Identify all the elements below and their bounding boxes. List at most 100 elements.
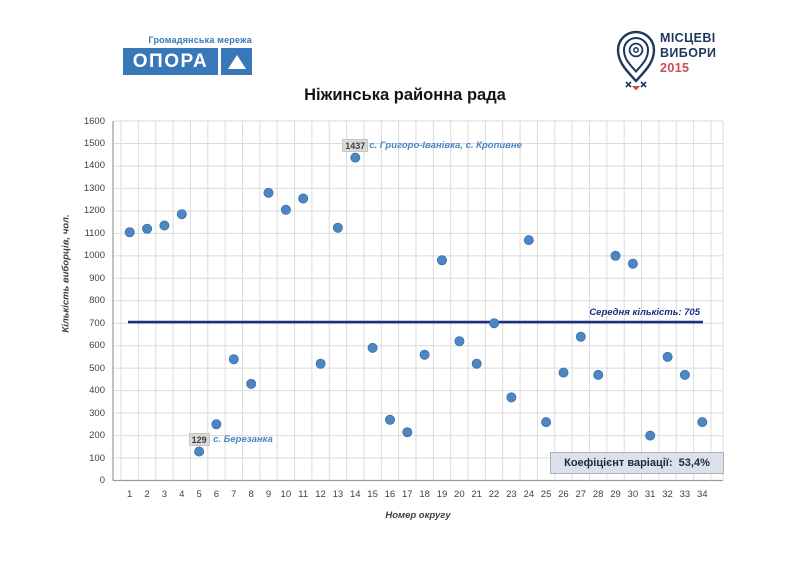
data-point — [679, 369, 690, 380]
data-point — [558, 367, 569, 378]
data-point — [246, 378, 257, 389]
data-point — [471, 358, 482, 369]
annotation-value-box: 129 — [188, 433, 210, 446]
x-tick-label: 10 — [280, 489, 292, 500]
opora-triangle-icon — [221, 48, 252, 75]
data-point — [697, 417, 708, 428]
data-point — [402, 427, 413, 438]
y-tick-label: 1600 — [83, 115, 105, 127]
x-tick-label: 30 — [627, 489, 639, 500]
x-tick-label: 7 — [231, 489, 237, 500]
x-tick-label: 18 — [419, 489, 430, 500]
y-tick-label: 700 — [89, 317, 105, 329]
data-point — [263, 187, 274, 198]
x-tick-label: 33 — [679, 489, 691, 500]
y-tick-label: 100 — [89, 452, 105, 464]
data-point — [211, 419, 222, 430]
data-point — [159, 220, 170, 231]
x-tick-label: 20 — [454, 489, 465, 500]
data-point — [142, 223, 153, 234]
y-tick-label: 800 — [89, 295, 105, 307]
y-tick-label: 200 — [89, 430, 105, 442]
x-tick-label: 8 — [248, 489, 254, 500]
y-tick-label: 900 — [89, 272, 105, 284]
x-tick-label: 2 — [144, 489, 150, 500]
annotation-text: с. Березанка — [213, 433, 273, 445]
x-tick-label: 34 — [696, 489, 708, 500]
data-point — [645, 430, 656, 441]
y-tick-label: 300 — [89, 407, 105, 419]
data-point — [384, 414, 395, 425]
data-point — [280, 204, 291, 215]
chart-title: Ніжинська районна рада — [304, 86, 506, 104]
data-point — [593, 369, 604, 380]
x-tick-label: 3 — [161, 489, 168, 500]
x-tick-label: 12 — [315, 489, 326, 500]
data-point — [610, 250, 621, 261]
opora-logo: ОПОРА — [123, 48, 218, 75]
variation-badge-label: Коефіцієнт варіації: — [564, 457, 673, 469]
elections-year: 2015 — [660, 61, 690, 75]
y-tick-label: 0 — [99, 475, 105, 486]
triangle-icon — [227, 54, 246, 69]
x-tick-label: 26 — [558, 489, 569, 500]
variation-badge: Коефіцієнт варіації: 53,4% — [550, 452, 724, 474]
x-tick-label: 13 — [332, 489, 344, 500]
data-point — [315, 358, 326, 369]
data-point — [332, 222, 343, 233]
elections-logo-text: МІСЦЕВІ ВИБОРИ 2015 — [660, 31, 716, 76]
x-tick-label: 29 — [610, 489, 621, 500]
data-point — [367, 342, 378, 353]
y-tick-label: 600 — [89, 340, 105, 352]
x-tick-label: 28 — [592, 489, 604, 500]
x-tick-label: 14 — [349, 489, 361, 500]
x-tick-label: 6 — [213, 489, 220, 500]
y-tick-label: 1500 — [83, 137, 105, 149]
x-tick-label: 16 — [384, 489, 396, 500]
data-point — [575, 331, 586, 342]
x-tick-label: 15 — [367, 489, 378, 500]
data-point — [176, 209, 187, 220]
x-tick-label: 27 — [575, 489, 587, 500]
x-axis-title: Номер округу — [385, 510, 451, 521]
x-tick-label: 31 — [644, 489, 656, 500]
elections-pin-icon — [616, 30, 656, 90]
y-tick-label: 1300 — [83, 182, 105, 194]
annotation-value-box: 1437 — [342, 139, 369, 153]
data-point — [454, 336, 465, 347]
x-tick-label: 11 — [298, 489, 309, 500]
variation-badge-value: 53,4% — [678, 457, 710, 469]
opora-wordmark: ОПОРА — [132, 50, 209, 72]
x-tick-label: 24 — [523, 489, 535, 500]
x-tick-label: 32 — [662, 489, 673, 500]
data-point — [228, 354, 239, 365]
y-tick-label: 1200 — [83, 205, 105, 217]
x-tick-label: 19 — [436, 489, 448, 500]
annotation-text: с. Григоро-Іванівка, с. Кропивне — [369, 139, 522, 151]
x-tick-label: 4 — [179, 489, 185, 500]
x-tick-label: 22 — [488, 489, 500, 500]
y-tick-label: 500 — [89, 362, 105, 374]
data-point — [627, 258, 638, 269]
x-tick-label: 1 — [127, 489, 133, 500]
data-point — [506, 392, 517, 403]
y-tick-label: 1400 — [83, 160, 105, 172]
y-tick-label: 1000 — [83, 250, 105, 262]
data-point — [489, 318, 500, 329]
x-tick-label: 23 — [506, 489, 517, 500]
data-point — [436, 255, 447, 266]
y-tick-label: 400 — [89, 385, 105, 397]
data-point — [419, 349, 430, 360]
elections-title-line1: МІСЦЕВІ — [660, 31, 716, 45]
elections-title-line2: ВИБОРИ — [660, 46, 717, 60]
data-point — [124, 227, 135, 238]
x-tick-label: 5 — [196, 489, 202, 500]
data-point — [541, 417, 552, 428]
x-tick-label: 17 — [402, 489, 413, 500]
data-point — [194, 446, 205, 457]
average-line-label: Середня кількість: 705 — [589, 306, 700, 318]
opora-network-label: Громадянська мережа — [148, 35, 252, 45]
data-point — [523, 235, 534, 246]
